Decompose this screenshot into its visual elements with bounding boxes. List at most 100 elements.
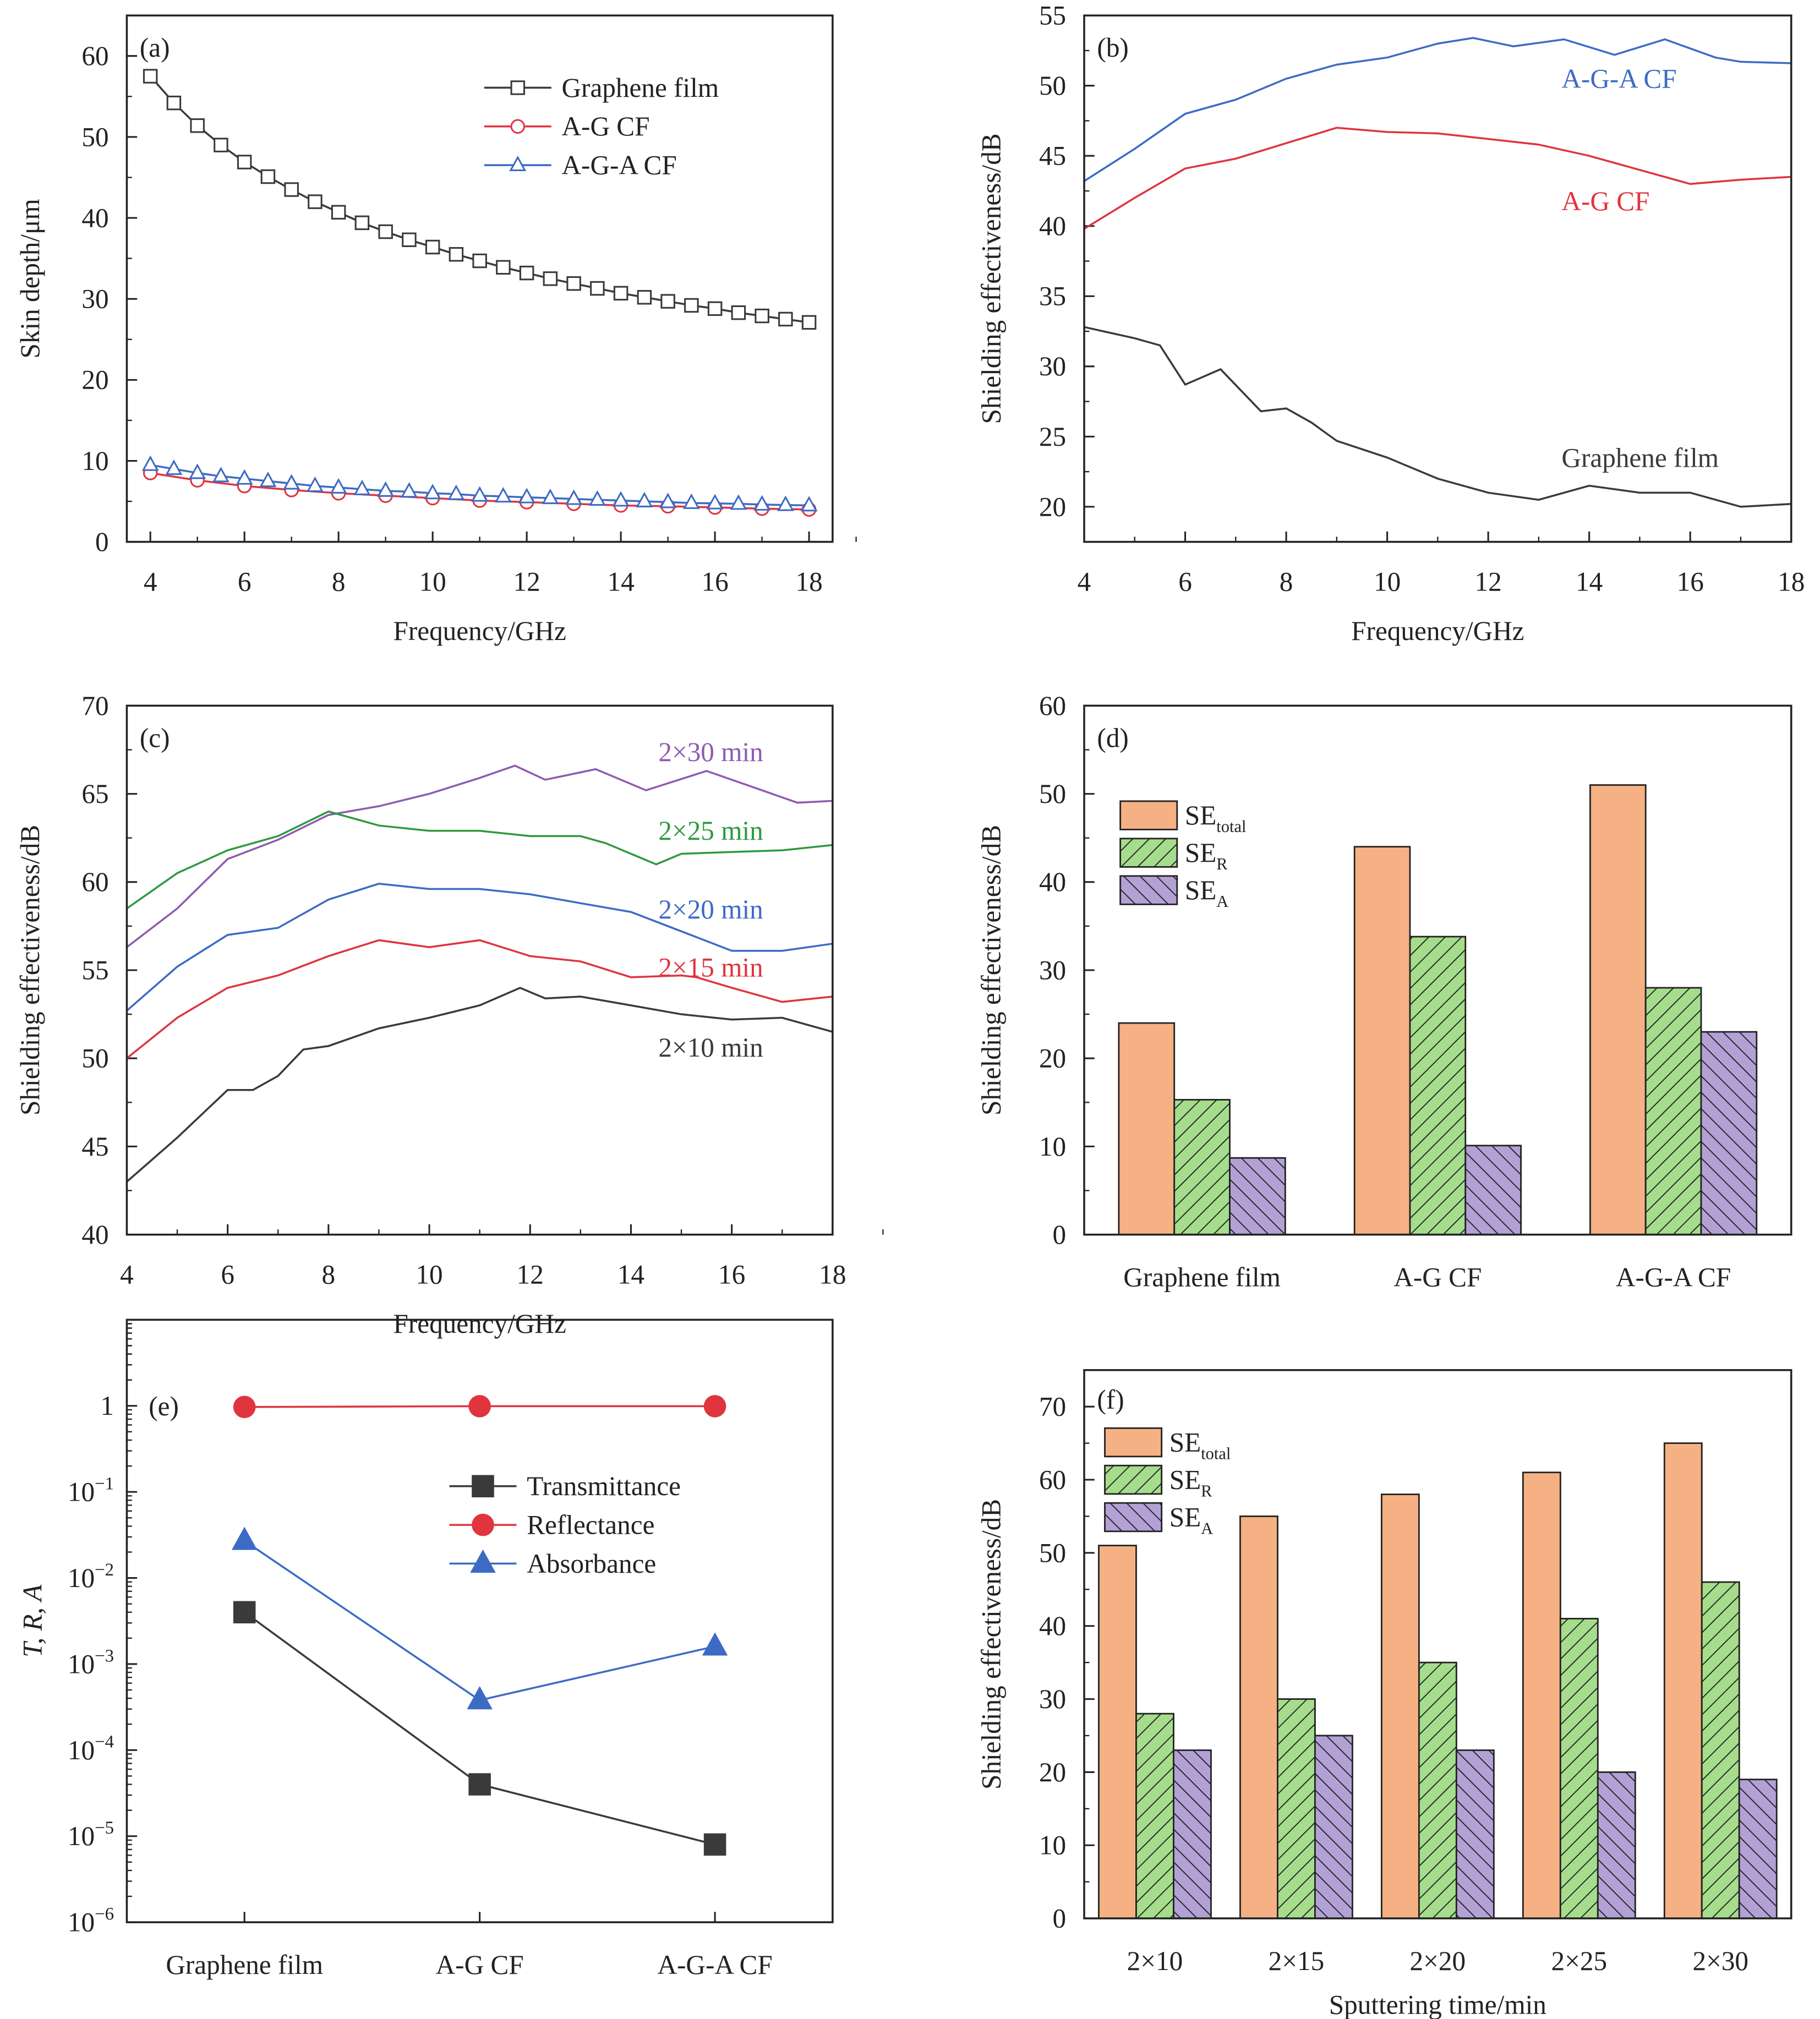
data-point bbox=[424, 484, 441, 500]
series-graphene-film bbox=[143, 69, 817, 330]
y-tick-label: 10−6 bbox=[68, 1904, 114, 1937]
y-tick-label: 30 bbox=[1039, 351, 1066, 381]
bar-total bbox=[1380, 1493, 1420, 1919]
legend-label-main: SE bbox=[1169, 1502, 1201, 1532]
y-tick-label: 10 bbox=[1039, 1131, 1066, 1162]
legend-swatch bbox=[1119, 838, 1178, 868]
series-label: A-G-A CF bbox=[1561, 63, 1676, 94]
y-tick-label: 60 bbox=[1039, 1464, 1066, 1495]
y-tick-label: 10 bbox=[81, 446, 108, 476]
x-tick-label: 6 bbox=[238, 567, 252, 597]
bar-A bbox=[1738, 1779, 1778, 1919]
y-tick-label: 35 bbox=[1039, 281, 1066, 311]
y-tick-label: 0 bbox=[1053, 1219, 1067, 1250]
series-line bbox=[1084, 127, 1791, 230]
legend-label: SEtotal bbox=[1185, 800, 1247, 836]
data-point bbox=[703, 1833, 726, 1856]
panel-c: 40 45 50 55 60 65 70 4 6 8 10 12 14 16 18 Frequency/GHz… bbox=[15, 691, 884, 1339]
y-tick-label: 50 bbox=[1039, 779, 1066, 809]
x-tick-label: A-G CF bbox=[436, 1950, 524, 1980]
series-a-g-a-cf bbox=[141, 455, 818, 512]
y-axis-label: Shielding effectiveness/dB bbox=[976, 1499, 1007, 1790]
x-tick-label: 6 bbox=[1178, 567, 1192, 597]
tick-base: 10 bbox=[68, 1477, 95, 1507]
y-tick-label: 1 bbox=[100, 1391, 114, 1421]
data-point bbox=[684, 298, 699, 313]
data-point bbox=[467, 1686, 493, 1710]
legend-label-main: SE bbox=[1185, 875, 1216, 905]
data-point bbox=[472, 253, 487, 269]
bar-R bbox=[1135, 1712, 1174, 1919]
data-point bbox=[682, 493, 700, 509]
y-tick-label: 10−1 bbox=[68, 1474, 114, 1507]
x-tick-label: Graphene film bbox=[1123, 1262, 1281, 1292]
data-point bbox=[260, 169, 276, 184]
data-point bbox=[212, 467, 229, 483]
data-point bbox=[231, 1526, 258, 1550]
series-label: Graphene film bbox=[1561, 443, 1719, 473]
series-line bbox=[244, 1611, 715, 1846]
legend-label: Transmittance bbox=[527, 1471, 681, 1501]
y-tick-label: 50 bbox=[1039, 70, 1066, 101]
series-label: 2×30 min bbox=[658, 737, 763, 767]
data-point bbox=[518, 488, 535, 504]
legend-label: A-G CF bbox=[562, 111, 650, 141]
series-label: 2×15 min bbox=[658, 953, 763, 983]
series-line bbox=[1084, 326, 1791, 508]
data-point bbox=[165, 459, 183, 475]
legend-label: SER bbox=[1185, 838, 1228, 873]
y-axis-label: Shielding effectiveness/dB bbox=[15, 825, 45, 1115]
y-tick-label: 45 bbox=[81, 1131, 108, 1162]
legend-swatch bbox=[1104, 1464, 1163, 1495]
data-point bbox=[143, 69, 158, 84]
x-tick-label: 12 bbox=[517, 1260, 544, 1290]
series-2-30-min bbox=[126, 764, 833, 948]
y-tick-label: 50 bbox=[1039, 1537, 1066, 1568]
bar-A bbox=[1173, 1749, 1212, 1919]
x-tick-label: A-G-A CF bbox=[1616, 1262, 1731, 1292]
series-2-20-min bbox=[126, 883, 833, 1011]
x-tick-label: 16 bbox=[701, 567, 728, 597]
x-tick-label: 16 bbox=[718, 1260, 745, 1290]
bar-R bbox=[1701, 1581, 1740, 1919]
data-point bbox=[494, 487, 512, 503]
y-tick-label: 50 bbox=[81, 122, 108, 152]
data-point bbox=[447, 484, 465, 500]
data-point bbox=[308, 194, 323, 209]
y-axis-label: Shielding effectiveness/dB bbox=[976, 133, 1007, 424]
panel-label: (a) bbox=[140, 32, 170, 63]
x-tick-label: 16 bbox=[1677, 567, 1704, 597]
legend-label-main: SE bbox=[1185, 800, 1216, 830]
bar-R bbox=[1418, 1661, 1457, 1919]
tick-base: 10 bbox=[68, 1907, 95, 1938]
x-axis-label: Frequency/GHz bbox=[393, 1309, 566, 1339]
data-point bbox=[590, 281, 605, 296]
data-point bbox=[730, 494, 747, 510]
bar-total bbox=[1353, 846, 1411, 1236]
x-tick-label: 14 bbox=[617, 1260, 644, 1290]
data-point bbox=[703, 1395, 726, 1418]
x-tick-label: 2×25 bbox=[1551, 1946, 1608, 1976]
data-point bbox=[707, 301, 723, 316]
data-point bbox=[496, 260, 511, 275]
panel-label: (d) bbox=[1097, 723, 1128, 753]
data-point bbox=[233, 1601, 256, 1624]
x-tick-label: 12 bbox=[1475, 567, 1502, 597]
legend-label-sub: total bbox=[1216, 817, 1246, 836]
y-tick-label: 20 bbox=[1039, 491, 1066, 522]
x-tick-label: 10 bbox=[419, 567, 446, 597]
y-tick-label: 20 bbox=[81, 365, 108, 395]
bar-total bbox=[1118, 1022, 1176, 1236]
x-tick-label: 10 bbox=[1374, 567, 1401, 597]
bar-A bbox=[1597, 1771, 1636, 1919]
series-label: 2×25 min bbox=[658, 816, 763, 846]
x-tick-label: 10 bbox=[416, 1260, 442, 1290]
data-point bbox=[519, 265, 534, 281]
panel-b: 20 25 30 35 40 45 50 55 4 6 8 10 12 14 16 18 Frequency/G… bbox=[976, 1, 1805, 646]
data-point bbox=[233, 1396, 256, 1419]
x-tick-label: Graphene film bbox=[166, 1950, 323, 1980]
y-tick-label: 55 bbox=[1039, 1, 1066, 31]
data-point bbox=[702, 1632, 728, 1656]
legend-marker-square-icon bbox=[510, 80, 526, 95]
legend-label-main: SE bbox=[1169, 1427, 1201, 1457]
